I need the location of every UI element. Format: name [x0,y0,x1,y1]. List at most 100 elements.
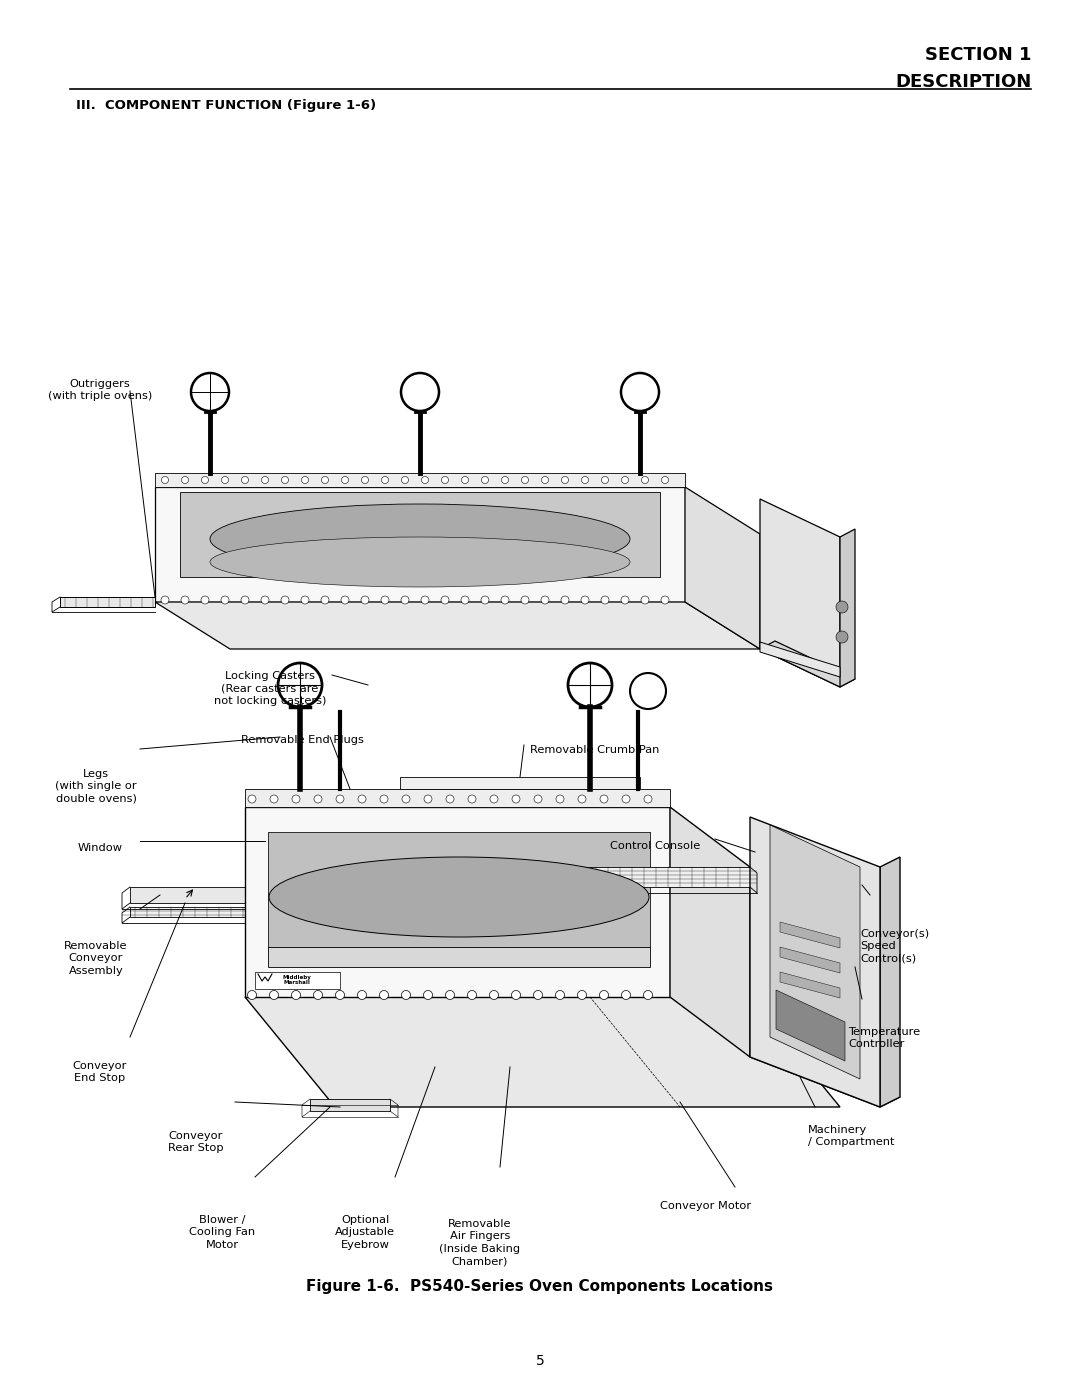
Circle shape [402,990,410,999]
Polygon shape [760,643,840,678]
Text: Blower /
Cooling Fan
Motor: Blower / Cooling Fan Motor [189,1215,255,1250]
Ellipse shape [210,536,630,587]
Circle shape [446,990,455,999]
Polygon shape [400,777,640,789]
Circle shape [261,476,269,483]
Circle shape [562,476,568,483]
Text: Removable
Air Fingers
(Inside Baking
Chamber): Removable Air Fingers (Inside Baking Cha… [440,1220,521,1266]
Circle shape [512,795,519,803]
Circle shape [642,597,649,604]
Circle shape [461,597,469,604]
Circle shape [421,597,429,604]
Polygon shape [840,529,855,687]
Circle shape [441,597,449,604]
Text: Conveyor(s)
Speed
Control(s): Conveyor(s) Speed Control(s) [860,929,929,964]
Circle shape [181,476,189,483]
Polygon shape [760,499,840,687]
Circle shape [541,476,549,483]
Circle shape [357,795,366,803]
Circle shape [521,597,529,604]
Circle shape [561,597,569,604]
Circle shape [644,990,652,999]
Polygon shape [245,789,670,807]
Text: Control Console: Control Console [610,841,700,851]
Circle shape [600,795,608,803]
Polygon shape [156,602,760,650]
Circle shape [336,990,345,999]
Polygon shape [245,997,840,1106]
Circle shape [501,597,509,604]
Polygon shape [770,826,860,1078]
Circle shape [281,597,289,604]
Text: Window: Window [78,842,122,854]
Circle shape [482,476,488,483]
Polygon shape [245,807,670,997]
Circle shape [534,795,542,803]
Circle shape [522,476,528,483]
Circle shape [248,795,256,803]
Circle shape [661,597,669,604]
Circle shape [202,476,208,483]
Circle shape [181,597,189,604]
Circle shape [541,597,549,604]
Polygon shape [156,474,685,488]
Circle shape [161,597,168,604]
Polygon shape [180,492,660,577]
Polygon shape [780,972,840,997]
Circle shape [270,795,278,803]
Circle shape [201,597,210,604]
Circle shape [578,990,586,999]
Circle shape [322,476,328,483]
Circle shape [261,597,269,604]
Polygon shape [60,597,156,608]
Circle shape [555,990,565,999]
Text: Conveyor
End Stop: Conveyor End Stop [72,1060,127,1084]
Circle shape [468,795,476,803]
Text: Machinery
/ Compartment: Machinery / Compartment [808,1125,894,1147]
Circle shape [292,990,300,999]
Circle shape [381,476,389,483]
Polygon shape [760,641,855,687]
Circle shape [621,597,629,604]
Circle shape [578,795,586,803]
Circle shape [421,476,429,483]
Circle shape [402,476,408,483]
Circle shape [336,795,345,803]
Circle shape [836,601,848,613]
Circle shape [622,795,630,803]
Circle shape [247,990,257,999]
Circle shape [341,597,349,604]
Circle shape [313,990,323,999]
Text: Temperature
Controller: Temperature Controller [848,1027,920,1049]
Circle shape [301,476,309,483]
Circle shape [292,795,300,803]
Polygon shape [685,488,760,650]
Text: Conveyor
Rear Stop: Conveyor Rear Stop [168,1132,224,1154]
Polygon shape [777,990,845,1060]
Text: Legs
(with single or
double ovens): Legs (with single or double ovens) [55,768,137,803]
Circle shape [642,476,648,483]
Text: 5: 5 [536,1354,544,1368]
Circle shape [556,795,564,803]
Text: Outriggers
(with triple ovens): Outriggers (with triple ovens) [48,379,152,401]
Polygon shape [156,488,685,602]
Circle shape [621,476,629,483]
Circle shape [242,476,248,483]
Circle shape [282,476,288,483]
Polygon shape [780,947,840,972]
Text: DESCRIPTION: DESCRIPTION [895,73,1031,91]
Circle shape [836,631,848,643]
Circle shape [221,597,229,604]
Polygon shape [130,907,245,916]
Circle shape [424,795,432,803]
Text: SECTION 1: SECTION 1 [924,46,1031,64]
Circle shape [512,990,521,999]
Polygon shape [255,972,340,989]
Circle shape [602,476,608,483]
Text: Optional
Adjustable
Eyebrow: Optional Adjustable Eyebrow [335,1215,395,1250]
Circle shape [599,990,608,999]
Circle shape [489,990,499,999]
Circle shape [314,795,322,803]
Circle shape [401,597,409,604]
Circle shape [644,795,652,803]
